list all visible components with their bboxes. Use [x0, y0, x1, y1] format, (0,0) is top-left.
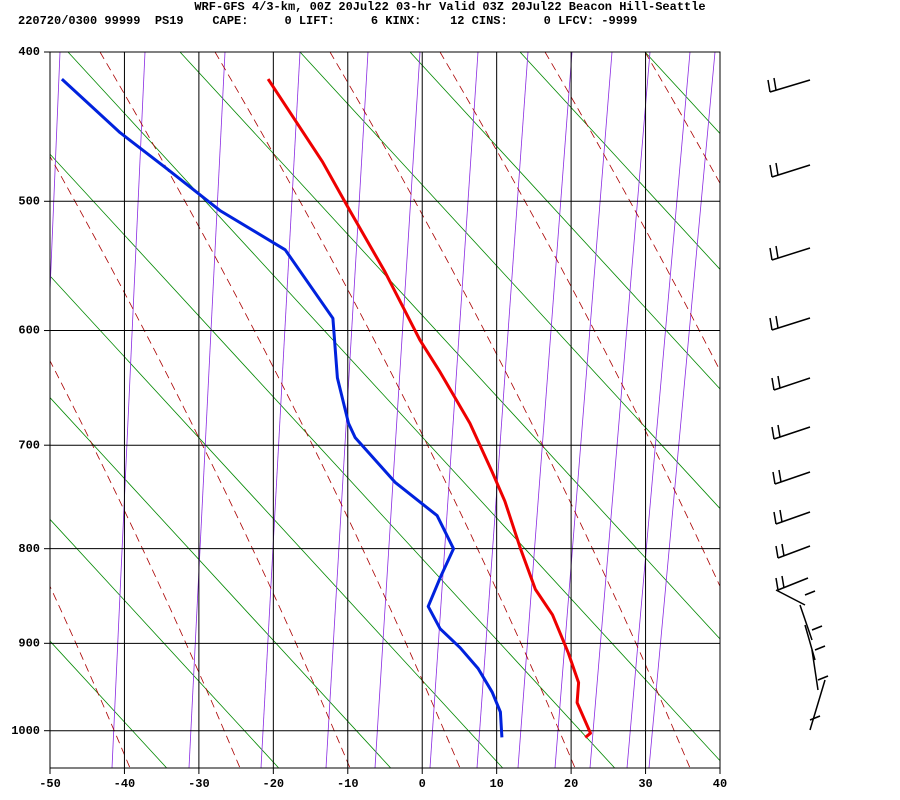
barb	[775, 577, 779, 591]
barb	[773, 77, 777, 91]
barb-staff	[771, 247, 811, 261]
moist-adiabat	[519, 52, 720, 270]
moist-adiabat	[644, 52, 720, 135]
barb-staff	[804, 624, 816, 661]
mixing-ratio-line	[111, 52, 146, 768]
barb-staff	[809, 679, 826, 731]
barb	[781, 543, 785, 557]
wind-barbs	[767, 77, 829, 731]
moist-adiabat	[179, 52, 720, 640]
moist-adiabat	[50, 275, 504, 768]
chart-title: WRF-GFS 4/3-km, 00Z 20Jul22 03-hr Valid …	[194, 0, 705, 14]
y-tick-label: 900	[18, 636, 40, 650]
x-tick-label: -30	[188, 777, 210, 791]
mixing-ratio-line	[374, 52, 421, 768]
chart-subtitle: 220720/0300 99999 PS19 CAPE: 0 LIFT: 6 K…	[18, 14, 637, 28]
barb	[817, 675, 829, 681]
moist-adiabat	[50, 518, 280, 768]
mixing-ratio-line	[50, 52, 61, 301]
dry-adiabat	[214, 52, 576, 768]
barb	[769, 317, 773, 331]
barb	[775, 245, 779, 259]
dry-adiabat	[329, 52, 691, 768]
moist-adiabat	[299, 52, 720, 510]
barb-staff	[811, 649, 819, 691]
barb	[777, 424, 781, 438]
barb	[814, 645, 826, 651]
dry-adiabat	[0, 52, 20, 768]
mixing-ratio-line	[260, 52, 301, 768]
y-tick-label: 1000	[11, 724, 40, 738]
barb	[772, 471, 776, 485]
x-tick-label: 30	[638, 777, 652, 791]
mixing-ratio-line	[626, 52, 691, 768]
mixing-ratio-line	[325, 52, 369, 768]
barb	[781, 575, 785, 589]
barb	[775, 545, 779, 559]
x-tick-label: -40	[114, 777, 136, 791]
moist-adiabat	[50, 153, 616, 768]
barb	[775, 162, 779, 176]
y-tick-label: 600	[18, 324, 40, 338]
x-tick-label: -10	[337, 777, 359, 791]
moist-adiabat	[409, 52, 720, 390]
barb	[771, 377, 775, 391]
profiles	[60, 77, 592, 739]
mixing-ratio-line	[648, 52, 716, 768]
dry-adiabat	[50, 585, 131, 768]
plot-frame	[49, 51, 721, 769]
mixing-ratio-line	[554, 52, 613, 768]
dry-adiabat	[99, 52, 461, 768]
barb	[769, 164, 773, 178]
x-tick-label: -50	[39, 777, 61, 791]
barb	[778, 469, 782, 483]
barb	[769, 247, 773, 261]
x-tick-label: 0	[419, 777, 426, 791]
barb-staff	[777, 577, 809, 591]
barb	[804, 590, 816, 596]
barb	[767, 79, 771, 93]
y-tick-label: 800	[18, 542, 40, 556]
barb	[779, 509, 783, 523]
mixing-ratio-line	[188, 52, 226, 768]
moist-adiabat	[50, 397, 392, 768]
y-tick-label: 400	[18, 45, 40, 59]
x-tick-label: 40	[713, 777, 727, 791]
profile-line	[266, 78, 592, 739]
barb-staff	[799, 604, 813, 641]
barb	[777, 375, 781, 389]
mixing-ratio-line	[476, 52, 529, 768]
background-lines	[0, 52, 720, 768]
y-tick-label: 500	[18, 194, 40, 208]
barb	[809, 715, 821, 721]
profile-line	[60, 77, 504, 738]
x-tick-label: -20	[263, 777, 285, 791]
grid: -50 -40 -30 -20 -10 0 10 20 30 40 400 500 600 700 800 9…	[11, 45, 727, 791]
mixing-ratio-line	[517, 52, 573, 768]
mixing-ratio-line	[429, 52, 479, 768]
barb-staff	[771, 317, 811, 331]
moist-adiabat	[50, 640, 168, 768]
x-tick-label: 10	[489, 777, 503, 791]
x-tick-label: 20	[564, 777, 578, 791]
dry-adiabat	[644, 52, 720, 185]
barb-staff	[775, 589, 806, 606]
barb	[773, 511, 777, 525]
barb-staff	[771, 164, 811, 178]
y-tick-label: 700	[18, 438, 40, 452]
barb-staff	[769, 79, 811, 93]
dry-adiabat	[544, 52, 720, 372]
dry-adiabat	[50, 360, 241, 768]
dry-adiabat	[50, 155, 351, 768]
mixing-ratio-line	[589, 52, 651, 768]
dry-adiabat	[439, 52, 720, 588]
barb	[771, 426, 775, 440]
barb	[811, 625, 823, 631]
barb	[775, 315, 779, 329]
